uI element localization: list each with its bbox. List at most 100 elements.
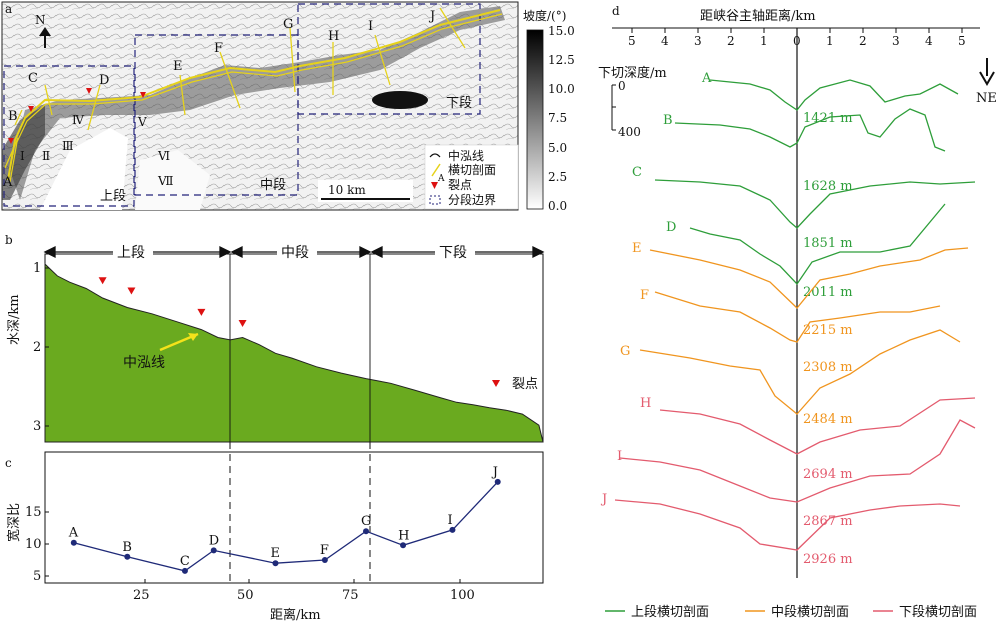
width-depth-point	[124, 553, 131, 560]
panel-c-ytick-10: 10	[25, 537, 42, 552]
panel-c-ytick-5: 5	[33, 569, 41, 584]
panel-b-letter: b	[5, 233, 13, 247]
width-depth-point-label: D	[209, 533, 219, 548]
panel-d-ylabel: 下切深度/m	[598, 65, 667, 81]
basin-area	[40, 128, 128, 210]
cross-profile-depth: 2484 m	[803, 412, 853, 427]
segment-label-b-middle: 中段	[281, 245, 309, 261]
legend-profile: 横切剖面	[448, 163, 496, 177]
thalweg-line	[7, 9, 501, 181]
knick-point	[238, 319, 247, 327]
scale-label: 10 km	[328, 183, 366, 197]
width-depth-point-label: I	[447, 513, 452, 528]
panel-d-title: 距峡谷主轴距离/km	[700, 8, 816, 24]
panel-d: d 距峡谷主轴距离/km 5 4 3 2 1 0 1 2 3 4 5 下切深度/m 0 400 NE…	[598, 4, 997, 620]
panel-a: A B C D E F G H I J Ⅰ Ⅱ Ⅲ Ⅳ Ⅴ Ⅵ Ⅶ a	[1, 1, 575, 213]
width-depth-point-label: E	[270, 546, 280, 561]
segment-label-upper: 上段	[100, 189, 126, 204]
legend-profile-marker: A	[437, 174, 445, 184]
panel-d-xtick: 4	[661, 34, 669, 48]
segment-label-lower: 下段	[446, 96, 472, 111]
cross-profile-line	[659, 397, 976, 455]
segment-box-upper	[3, 65, 135, 207]
panel-c-xtick-50: 50	[237, 588, 254, 603]
cross-profile-depth: 2867 m	[803, 514, 853, 529]
cross-profile-line	[689, 203, 946, 286]
panel-d-xtick: 2	[859, 34, 867, 48]
segment-box-lower	[297, 3, 481, 115]
panel-c-ylabel: 宽深比	[6, 503, 22, 542]
cross-profile-line	[649, 247, 969, 309]
width-depth-point	[181, 567, 188, 574]
cross-profile-label: E	[632, 241, 642, 256]
panel-c: c A B C D E F G H I J 宽深比 15 10 5 25 50 75 100 距离…	[5, 442, 544, 623]
cross-profile-depth: 2215 m	[803, 323, 853, 338]
profile-letter-h: H	[328, 29, 339, 44]
panel-d-xtick: 4	[925, 34, 933, 48]
width-depth-point	[400, 542, 407, 549]
width-depth-point-label: H	[398, 528, 409, 543]
cross-profile-depth: 2694 m	[803, 467, 853, 482]
cross-profile-label: J	[600, 492, 607, 507]
knick-legend-b-icon	[492, 380, 500, 387]
profile-letter-b: B	[8, 109, 18, 124]
roman-2: Ⅱ	[42, 149, 50, 163]
cross-profile-label: A	[701, 71, 712, 86]
roman-labels: Ⅰ Ⅱ Ⅲ Ⅳ Ⅴ Ⅵ Ⅶ	[20, 113, 174, 188]
colorbar-tick-75: 7.5	[548, 111, 567, 125]
panel-d-xticks: 54321012345	[628, 28, 966, 48]
profile-letters: A B C D E F G H I J	[2, 9, 435, 190]
cross-profile-label: B	[663, 113, 673, 128]
roman-6: Ⅵ	[157, 149, 170, 163]
ne-arrow: NE	[976, 58, 997, 106]
width-depth-points: A B C D E F G H I J	[68, 465, 501, 574]
roman-1: Ⅰ	[20, 149, 25, 163]
roman-7: Ⅶ	[157, 174, 174, 188]
profile-letter-c: C	[28, 71, 38, 86]
knick-legend-b: 裂点	[512, 377, 538, 392]
panel-d-legend: 上段横切剖面 中段横切剖面 下段横切剖面	[605, 605, 977, 620]
cross-profile-label: I	[617, 449, 622, 464]
profile-letter-d: D	[99, 73, 109, 88]
panel-d-xtick: 5	[958, 34, 966, 48]
colorbar-tick-0: 0.0	[548, 199, 567, 213]
panel-d-xtick: 2	[727, 34, 735, 48]
thalweg-profile-fill	[44, 262, 544, 443]
width-depth-point	[321, 557, 328, 563]
panel-d-xtick: 3	[892, 34, 900, 48]
panel-a-letter: a	[5, 2, 12, 16]
cross-profile-line	[654, 291, 941, 343]
cross-profile-depth: 2926 m	[803, 552, 853, 567]
cross-profile-line	[674, 108, 946, 152]
profile-letter-f: F	[214, 41, 223, 56]
panel-b: b 上段 中段 下段 水深/km 1 2 3 中泓线 裂点	[5, 233, 545, 443]
profile-letter-a: A	[2, 175, 13, 190]
colorbar: 坡度/(°) 15.0 12.5 10.0 7.5 5.0 2.5 0.0	[523, 8, 575, 213]
legend-lower: 下段横切剖面	[899, 605, 977, 620]
roman-3: Ⅲ	[62, 139, 74, 153]
panel-b-ytick-3: 3	[33, 419, 41, 434]
seamount	[372, 91, 428, 109]
panel-c-xtick-25: 25	[133, 588, 150, 603]
cross-profile-label: G	[620, 344, 630, 359]
width-depth-point-label: C	[180, 554, 190, 569]
cross-profile-label: C	[632, 165, 642, 180]
panel-c-xlabel: 距离/km	[270, 607, 321, 623]
panel-c-letter: c	[5, 456, 12, 470]
cross-profile-label: H	[640, 396, 651, 411]
width-depth-point	[363, 528, 370, 535]
cross-profile-depth: 1851 m	[803, 236, 853, 251]
panel-d-xtick: 5	[628, 34, 636, 48]
cross-profile-depth: 2308 m	[803, 360, 853, 375]
width-depth-point	[449, 526, 456, 533]
profile-letter-e: E	[173, 59, 183, 74]
scale-bar: 10 km	[318, 180, 413, 202]
width-depth-point	[272, 560, 279, 567]
segment-label-middle: 中段	[260, 178, 286, 193]
depth-scale: 0 400	[611, 79, 641, 139]
cross-profile-depth: 2011 m	[803, 285, 853, 300]
legend-upper: 上段横切剖面	[631, 605, 709, 620]
canyon-relief-2	[2, 105, 45, 200]
width-depth-point	[210, 547, 217, 554]
panel-d-xtick: 1	[760, 34, 768, 48]
